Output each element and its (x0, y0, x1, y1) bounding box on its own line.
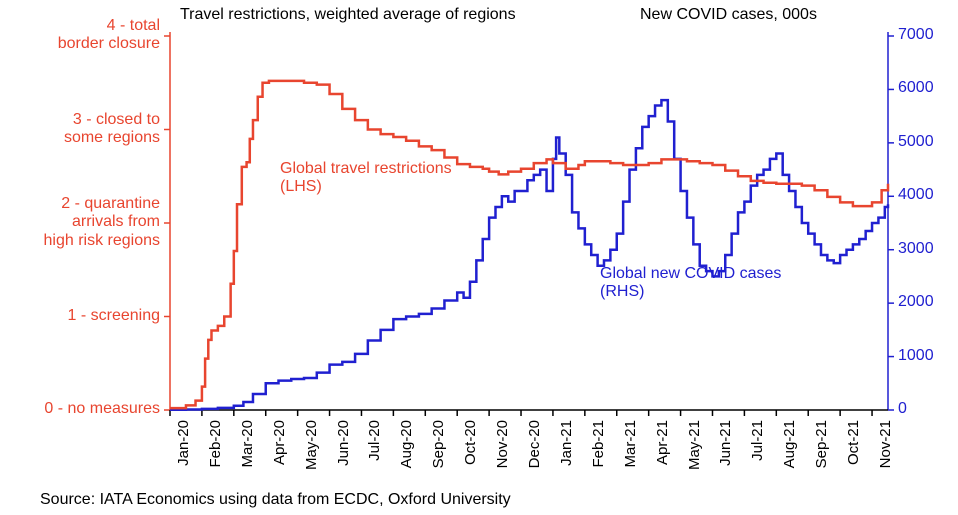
y-left-tick-label: 2 - quarantinearrivals fromhigh risk reg… (44, 195, 161, 250)
x-tick-label: Apr-21 (654, 420, 671, 475)
x-tick-label: May-20 (303, 420, 320, 475)
x-tick-label: Apr-20 (271, 420, 288, 475)
x-tick-label: Aug-21 (781, 420, 798, 475)
x-tick-label: Feb-21 (590, 420, 607, 475)
right-axis-title: New COVID cases, 000s (640, 6, 817, 24)
y-right-tick-label: 4000 (898, 186, 934, 204)
x-tick-label: Jul-21 (749, 420, 766, 475)
x-tick-label: Sep-21 (813, 420, 830, 475)
x-tick-label: Aug-20 (398, 420, 415, 475)
x-tick-label: Jan-21 (558, 420, 575, 475)
dual-axis-line-chart: { "chart": { "type": "line-dual-axis", "… (0, 0, 958, 515)
x-tick-label: Jan-20 (175, 420, 192, 475)
y-right-tick-label: 2000 (898, 293, 934, 311)
x-tick-label: Oct-21 (845, 420, 862, 475)
x-tick-label: Oct-20 (462, 420, 479, 475)
y-right-tick-label: 3000 (898, 240, 934, 258)
y-right-tick-label: 6000 (898, 79, 934, 97)
y-right-tick-label: 0 (898, 400, 907, 418)
x-tick-label: Dec-20 (526, 420, 543, 475)
y-left-tick-label: 0 - no measures (44, 400, 160, 418)
x-tick-label: Nov-20 (494, 420, 511, 475)
x-tick-label: Jun-21 (717, 420, 734, 475)
x-tick-label: Sep-20 (430, 420, 447, 475)
y-left-tick-label: 3 - closed tosome regions (64, 111, 160, 148)
x-tick-label: Nov-21 (877, 420, 894, 475)
x-tick-label: Jun-20 (335, 420, 352, 475)
y-right-tick-label: 5000 (898, 133, 934, 151)
x-tick-label: Mar-21 (622, 420, 639, 475)
x-tick-label: May-21 (686, 420, 703, 475)
x-tick-label: Feb-20 (207, 420, 224, 475)
series-label: Global new COVID cases(RHS) (600, 265, 781, 302)
y-left-tick-label: 1 - screening (68, 307, 161, 325)
y-left-tick-label: 4 - totalborder closure (58, 17, 160, 54)
y-right-tick-label: 1000 (898, 347, 934, 365)
series-label: Global travel restrictions(LHS) (280, 160, 452, 197)
x-tick-label: Jul-20 (366, 420, 383, 475)
left-axis-title: Travel restrictions, weighted average of… (180, 6, 516, 24)
source-caption: Source: IATA Economics using data from E… (40, 491, 511, 509)
x-tick-label: Mar-20 (239, 420, 256, 475)
y-right-tick-label: 7000 (898, 26, 934, 44)
